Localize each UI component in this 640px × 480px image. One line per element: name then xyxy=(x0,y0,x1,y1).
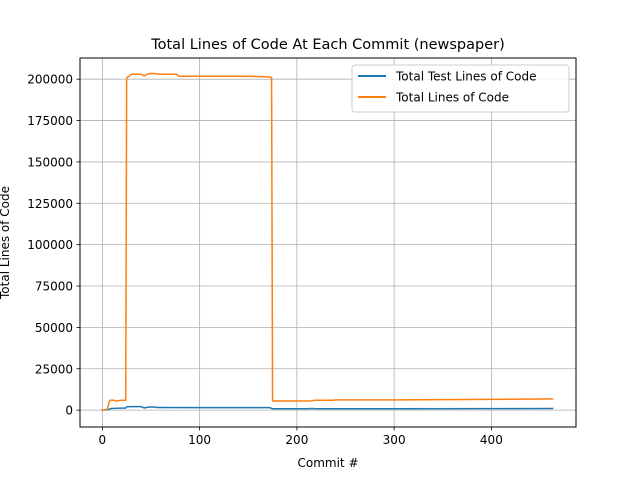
y-tick-label: 100000 xyxy=(27,238,73,252)
y-tick-label: 50000 xyxy=(35,321,73,335)
legend-label-test-lines: Total Test Lines of Code xyxy=(395,70,536,84)
y-tick-label: 200000 xyxy=(27,73,73,87)
series-line-1 xyxy=(101,72,554,411)
legend-label-total-lines: Total Lines of Code xyxy=(395,91,509,105)
series-lines xyxy=(101,72,554,411)
grid-lines xyxy=(80,58,576,427)
y-tick-label: 150000 xyxy=(27,155,73,169)
y-tick-label: 125000 xyxy=(27,197,73,211)
chart-title: Total Lines of Code At Each Commit (news… xyxy=(150,37,505,53)
series-line-0 xyxy=(101,405,554,411)
y-tick-label: 75000 xyxy=(35,280,73,294)
legend-box xyxy=(351,64,570,113)
legend: Total Test Lines of Code Total Lines of … xyxy=(351,64,570,113)
x-axis-ticks: 0 100 200 300 400 xyxy=(99,427,503,447)
plot-area xyxy=(80,58,576,427)
y-tick-label: 0 xyxy=(65,404,73,418)
x-tick-label: 400 xyxy=(480,433,503,447)
x-axis-label: Commit # xyxy=(297,456,358,470)
x-tick-label: 300 xyxy=(383,433,406,447)
x-tick-label: 200 xyxy=(285,433,308,447)
x-tick-label: 0 xyxy=(99,433,107,447)
y-tick-label: 175000 xyxy=(27,114,73,128)
y-axis-ticks: 0 25000 50000 75000 100000 125000 150000 175000… xyxy=(27,73,80,418)
x-tick-label: 100 xyxy=(188,433,211,447)
y-axis-label: Total Lines of Code xyxy=(0,186,12,300)
y-tick-label: 25000 xyxy=(35,362,73,376)
plot-frame xyxy=(79,57,577,428)
